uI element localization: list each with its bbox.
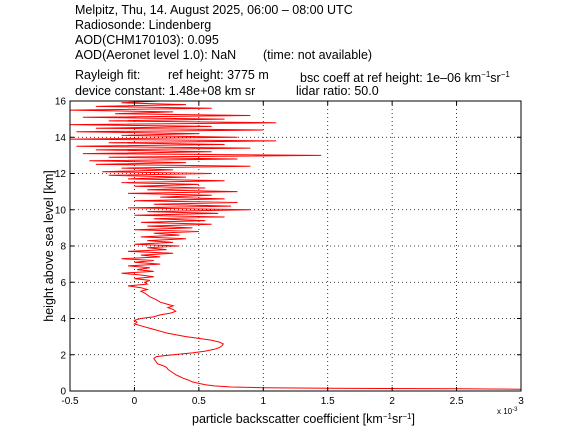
x-tick-label: 0.5: [192, 396, 206, 407]
plot-frame: [69, 100, 522, 392]
x-axis-label-part: particle backscatter coefficient [km: [192, 412, 383, 426]
header-line-1: Melpitz, Thu, 14. August 2025, 06:00 – 0…: [75, 3, 353, 17]
x-tick-label: 1.5: [321, 396, 335, 407]
x-tick-label: 2.5: [450, 396, 464, 407]
y-tick-label: 6: [60, 278, 66, 289]
x-tick-label: 3: [518, 396, 524, 407]
x-tick-label: 2: [389, 396, 395, 407]
x-axis-label: particle backscatter coefficient [km−1sr…: [192, 412, 415, 427]
grid: [70, 101, 521, 391]
header-line-4a: AOD(Aeronet level 1.0): NaN: [75, 48, 237, 62]
x-multiplier-exp: -3: [512, 407, 518, 413]
header-line-3: AOD(CHM170103): 0.095: [75, 33, 219, 47]
header-line-5c-pre: bsc coeff at ref height: 1e–06 km: [300, 71, 482, 86]
header-line-6b: lidar ratio: 50.0: [296, 84, 379, 98]
y-tick-label: 16: [55, 97, 67, 108]
header-line-5c-sup2: −1: [500, 70, 510, 79]
y-tick-label: 12: [55, 169, 67, 180]
y-tick-label: 10: [55, 205, 67, 216]
x-axis-label-part: −1: [383, 412, 393, 421]
x-tick-label: 1: [261, 396, 267, 407]
x-tick-label: 0: [132, 396, 138, 407]
y-axis-label: height above sea level [km]: [42, 170, 56, 321]
x-tick-label: -0.5: [61, 396, 79, 407]
y-tick-label: 0: [60, 387, 66, 398]
header-line-5c-mid: sr: [490, 71, 501, 86]
x-axis-label-part: −1: [402, 412, 412, 421]
header-line-5c: bsc coeff at ref height: 1e–06 km−1sr−1: [300, 68, 510, 85]
y-tick-label: 4: [60, 314, 66, 325]
series-line: [69, 100, 522, 390]
x-axis-label-part: ]: [412, 412, 415, 426]
series-layer: [69, 100, 522, 390]
header-line-4b: (time: not available): [263, 48, 373, 62]
header-line-5c-sup1: −1: [481, 70, 491, 79]
y-tick-label: 14: [55, 133, 67, 144]
y-tick-label: 8: [60, 242, 66, 253]
x-multiplier: x 10-3: [497, 407, 518, 416]
x-multiplier-base: x 10: [497, 407, 513, 416]
header-line-5b: ref height: 3775 m: [168, 68, 269, 82]
header-line-6a: device constant: 1.48e+08 km sr: [75, 84, 256, 98]
header-line-2: Radiosonde: Lindenberg: [75, 18, 212, 32]
y-tick-label: 2: [60, 350, 66, 361]
header-line-5a: Rayleigh fit:: [75, 68, 141, 82]
x-axis-label-part: sr: [392, 412, 402, 426]
